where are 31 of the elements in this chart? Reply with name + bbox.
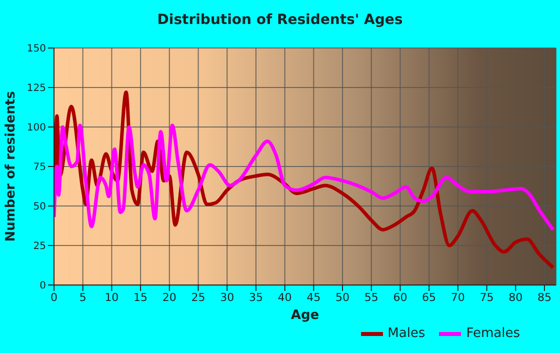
x-tick-label: 70: [450, 290, 465, 304]
x-tick-label: 50: [336, 290, 350, 304]
x-tick-label: 15: [134, 290, 148, 304]
x-tick-label: 60: [393, 290, 408, 304]
x-tick-label: 5: [79, 290, 86, 304]
x-tick-label: 65: [422, 290, 436, 304]
y-tick-label: 150: [26, 44, 46, 55]
chart-title: Distribution of Residents' Ages: [156, 12, 404, 28]
x-axis-title: Age: [290, 308, 320, 324]
line-series: [54, 124, 555, 232]
x-tick-label: 10: [104, 290, 119, 304]
y-tick-label: 75: [33, 162, 46, 174]
x-tick-label: 40: [278, 290, 292, 304]
y-tick-label: 50: [33, 202, 46, 213]
legend-label: Females: [466, 326, 520, 341]
y-axis-title: Number of residents: [4, 90, 19, 242]
x-tick-label: 55: [364, 290, 378, 304]
x-tick-label: 80: [508, 290, 523, 304]
x-tick-label: 30: [220, 290, 234, 304]
x-tick-label: 45: [306, 290, 321, 304]
x-tick-label: 0: [50, 290, 58, 304]
y-tick-label: 125: [26, 83, 46, 94]
x-tick-label: 20: [162, 290, 176, 304]
x-tick-label: 75: [480, 290, 494, 304]
x-tick-label: 85: [537, 290, 552, 304]
x-tick-label: 35: [248, 290, 263, 304]
x-tick-label: 25: [191, 290, 206, 304]
legend-label: Males: [388, 326, 426, 341]
y-tick-label: 100: [26, 122, 46, 134]
y-tick-label: 25: [33, 241, 46, 252]
y-tick-label: 0: [40, 280, 46, 292]
